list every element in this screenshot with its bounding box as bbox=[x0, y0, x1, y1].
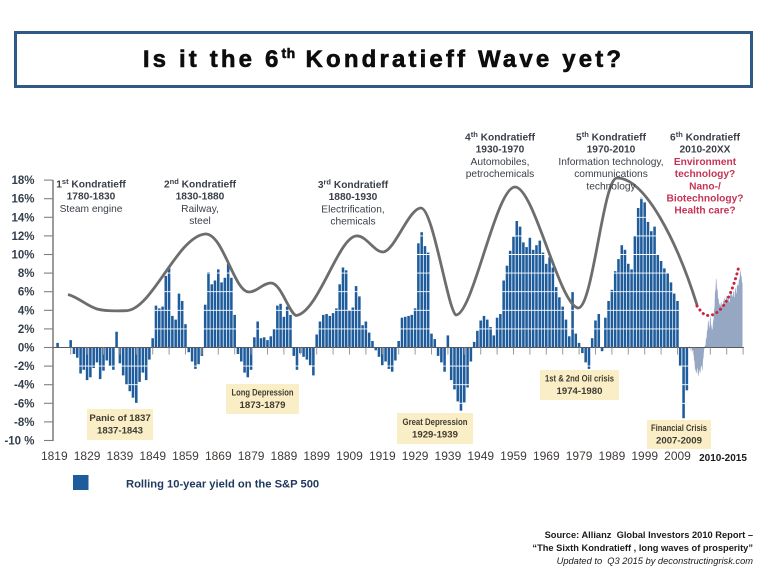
svg-text:1869: 1869 bbox=[205, 449, 232, 463]
svg-text:1829: 1829 bbox=[74, 449, 101, 463]
svg-text:2009: 2009 bbox=[664, 449, 691, 463]
svg-text:1873-1879: 1873-1879 bbox=[240, 400, 286, 411]
svg-text:steel: steel bbox=[189, 216, 211, 227]
svg-text:-8%: -8% bbox=[14, 417, 34, 429]
svg-text:6%: 6% bbox=[18, 287, 35, 299]
svg-text:technology?: technology? bbox=[675, 169, 736, 180]
svg-text:1989: 1989 bbox=[599, 449, 626, 463]
svg-text:1830-1880: 1830-1880 bbox=[176, 192, 225, 203]
svg-text:2010-20XX: 2010-20XX bbox=[680, 145, 731, 156]
svg-text:Environment: Environment bbox=[674, 157, 737, 168]
svg-text:1837-1843: 1837-1843 bbox=[97, 425, 143, 436]
svg-text:0%: 0% bbox=[18, 343, 35, 355]
svg-text:petrochemicals: petrochemicals bbox=[466, 169, 535, 180]
svg-text:1939: 1939 bbox=[435, 449, 462, 463]
svg-text:1929: 1929 bbox=[402, 449, 429, 463]
svg-text:1st Kondratieff: 1st Kondratieff bbox=[56, 177, 126, 191]
svg-text:1849: 1849 bbox=[139, 449, 166, 463]
svg-text:1919: 1919 bbox=[369, 449, 396, 463]
svg-text:6th Kondratieff: 6th Kondratieff bbox=[670, 130, 741, 144]
svg-text:4th Kondratieff: 4th Kondratieff bbox=[465, 130, 536, 144]
svg-text:-2%: -2% bbox=[14, 361, 34, 373]
svg-text:-10 %: -10 % bbox=[4, 436, 34, 448]
svg-text:1959: 1959 bbox=[500, 449, 527, 463]
svg-text:Railway,: Railway, bbox=[181, 204, 219, 215]
svg-text:Electrification,: Electrification, bbox=[321, 204, 384, 215]
svg-text:1780-1830: 1780-1830 bbox=[67, 192, 116, 203]
svg-text:12%: 12% bbox=[11, 231, 34, 243]
svg-text:1999: 1999 bbox=[631, 449, 658, 463]
svg-text:14%: 14% bbox=[11, 212, 34, 224]
svg-text:8%: 8% bbox=[18, 268, 35, 280]
svg-text:10%: 10% bbox=[11, 250, 34, 262]
svg-text:Rolling 10-year yield on the S: Rolling 10-year yield on the S&P 500 bbox=[126, 479, 319, 491]
svg-text:1979: 1979 bbox=[566, 449, 593, 463]
svg-text:1879: 1879 bbox=[238, 449, 265, 463]
svg-text:1909: 1909 bbox=[336, 449, 363, 463]
svg-text:Health care?: Health care? bbox=[674, 206, 735, 217]
svg-text:2%: 2% bbox=[18, 324, 35, 336]
svg-text:16%: 16% bbox=[11, 194, 34, 206]
svg-text:-4%: -4% bbox=[14, 380, 34, 392]
svg-text:2007-2009: 2007-2009 bbox=[656, 435, 702, 446]
svg-text:Great Depression: Great Depression bbox=[403, 417, 468, 428]
svg-text:1930-1970: 1930-1970 bbox=[476, 145, 525, 156]
svg-text:Steam engine: Steam engine bbox=[60, 204, 123, 215]
svg-text:1880-1930: 1880-1930 bbox=[329, 192, 378, 203]
svg-text:1970-2010: 1970-2010 bbox=[587, 145, 636, 156]
svg-text:communications: communications bbox=[574, 169, 648, 180]
svg-text:1969: 1969 bbox=[533, 449, 560, 463]
svg-text:Financial Crisis: Financial Crisis bbox=[651, 423, 707, 434]
svg-text:1839: 1839 bbox=[107, 449, 134, 463]
svg-text:18%: 18% bbox=[11, 175, 34, 187]
svg-text:Nano-/: Nano-/ bbox=[689, 181, 721, 192]
svg-text:Information technology,: Information technology, bbox=[558, 157, 663, 168]
svg-text:2010-2015: 2010-2015 bbox=[699, 453, 747, 464]
svg-text:-6%: -6% bbox=[14, 398, 34, 410]
svg-text:Biotechnology?: Biotechnology? bbox=[667, 194, 744, 205]
svg-text:chemicals: chemicals bbox=[330, 217, 375, 228]
svg-text:1859: 1859 bbox=[172, 449, 199, 463]
svg-text:5th Kondratieff: 5th Kondratieff bbox=[576, 130, 647, 144]
svg-text:1949: 1949 bbox=[467, 449, 494, 463]
svg-text:1889: 1889 bbox=[271, 449, 298, 463]
svg-text:Long Depression: Long Depression bbox=[232, 387, 294, 398]
svg-text:1899: 1899 bbox=[303, 449, 330, 463]
svg-text:2nd Kondratieff: 2nd Kondratieff bbox=[164, 177, 237, 191]
svg-text:3rd Kondratieff: 3rd Kondratieff bbox=[318, 178, 389, 192]
svg-text:Automobiles,: Automobiles, bbox=[471, 157, 530, 168]
svg-text:1819: 1819 bbox=[41, 449, 68, 463]
svg-text:1974-1980: 1974-1980 bbox=[557, 386, 603, 397]
svg-text:1st & 2nd Oil crisis: 1st & 2nd Oil crisis bbox=[545, 373, 614, 384]
svg-text:1929-1939: 1929-1939 bbox=[412, 429, 458, 440]
svg-text:4%: 4% bbox=[18, 305, 35, 317]
svg-text:technology: technology bbox=[586, 181, 636, 192]
svg-text:Panic of 1837: Panic of 1837 bbox=[89, 413, 150, 424]
